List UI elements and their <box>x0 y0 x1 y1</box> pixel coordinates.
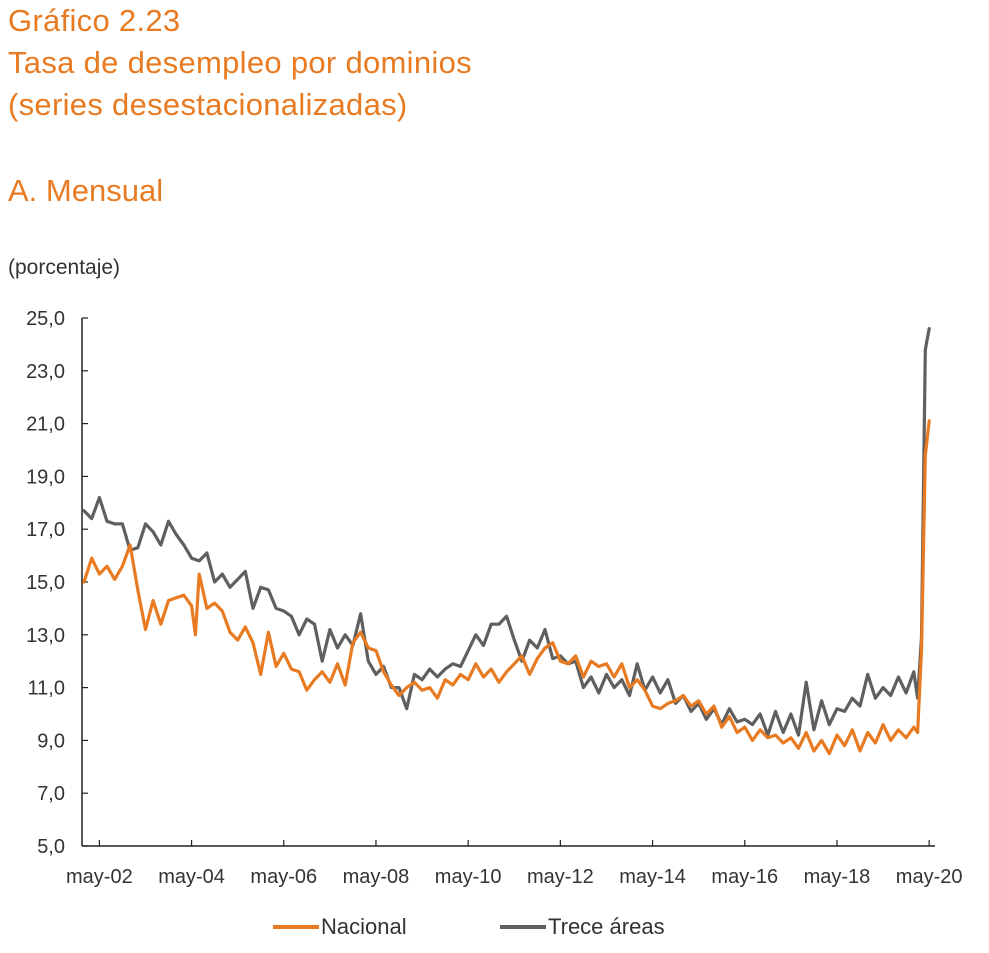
chart-title-qualifier: (series desestacionalizadas) <box>8 87 408 122</box>
x-tick-label: may-10 <box>435 866 502 888</box>
chart-axes: 5,0 7,0 9,0 11,0 13,0 15,0 17,0 19,0 21,0 23,0 25,… <box>26 308 962 888</box>
legend-item-nacional: Nacional <box>273 914 407 940</box>
y-tick-label: 17,0 <box>26 519 65 541</box>
x-tick-label: may-04 <box>158 866 225 888</box>
x-tick-label: may-08 <box>343 866 410 888</box>
legend-swatch-nacional <box>273 925 319 929</box>
x-tick-label: may-20 <box>896 866 963 888</box>
x-tick-label: may-06 <box>250 866 317 888</box>
y-tick-label: 23,0 <box>26 361 65 383</box>
y-tick-label: 25,0 <box>26 308 65 330</box>
y-tick-label: 21,0 <box>26 414 65 436</box>
x-tick-label: may-12 <box>527 866 594 888</box>
y-tick-label: 15,0 <box>26 572 65 594</box>
y-tick-label: 5,0 <box>37 836 65 858</box>
x-tick-label: may-18 <box>804 866 871 888</box>
chart-title: Tasa de desempleo por dominios <box>8 45 472 80</box>
y-tick-label: 19,0 <box>26 466 65 488</box>
legend-label-trece-areas: Trece áreas <box>548 914 665 939</box>
legend-item-trece-areas: Trece áreas <box>500 914 665 940</box>
chart-legend: Nacional Trece áreas <box>0 914 989 946</box>
figure-number: Gráfico 2.23 <box>8 3 181 38</box>
y-tick-label: 13,0 <box>26 625 65 647</box>
chart-subtitle: A. Mensual <box>8 173 164 208</box>
series-line-trece-areas <box>82 327 931 737</box>
x-tick-label: may-14 <box>619 866 686 888</box>
y-tick-label: 7,0 <box>37 783 65 805</box>
legend-swatch-trece-areas <box>500 925 546 929</box>
chart-title-block: Gráfico 2.23 Tasa de desempleo por domin… <box>8 0 472 126</box>
x-tick-label: may-16 <box>711 866 778 888</box>
legend-label-nacional: Nacional <box>321 914 407 939</box>
chart-series-layer <box>82 327 931 756</box>
y-axis-unit-label: (porcentaje) <box>8 256 121 279</box>
series-line-nacional <box>82 419 931 756</box>
y-tick-label: 9,0 <box>37 730 65 752</box>
y-tick-label: 11,0 <box>28 678 65 700</box>
x-tick-label: may-02 <box>66 866 133 888</box>
